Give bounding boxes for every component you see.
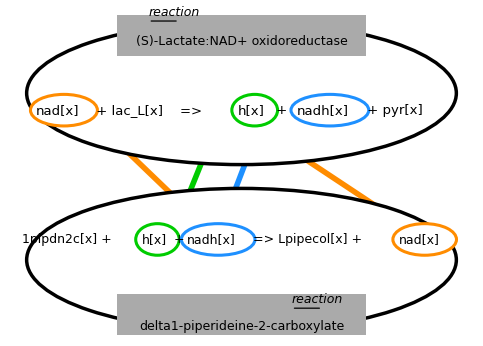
- Text: nad[x]: nad[x]: [398, 233, 440, 246]
- Text: nadh[x]: nadh[x]: [187, 233, 236, 246]
- Text: + pyr[x]: + pyr[x]: [363, 104, 423, 117]
- Text: 1pipdn2c[x] +: 1pipdn2c[x] +: [22, 233, 115, 246]
- Ellipse shape: [232, 94, 278, 126]
- Ellipse shape: [27, 189, 456, 331]
- Text: (S)-Lactate:NAD+ oxidoreductase: (S)-Lactate:NAD+ oxidoreductase: [136, 35, 347, 48]
- Ellipse shape: [291, 94, 369, 126]
- Ellipse shape: [181, 224, 255, 255]
- Text: delta1-piperideine-2-carboxylate: delta1-piperideine-2-carboxylate: [139, 320, 344, 334]
- Text: + lac_L[x]    =>: + lac_L[x] =>: [92, 104, 206, 117]
- FancyBboxPatch shape: [117, 15, 366, 56]
- Text: +: +: [272, 104, 291, 117]
- FancyBboxPatch shape: [117, 294, 366, 335]
- Text: nadh[x]: nadh[x]: [297, 104, 349, 117]
- Text: => Lpipecol[x] +: => Lpipecol[x] +: [249, 233, 366, 246]
- Text: reaction: reaction: [292, 293, 343, 307]
- Ellipse shape: [393, 224, 456, 255]
- Ellipse shape: [27, 22, 456, 165]
- Ellipse shape: [30, 94, 98, 126]
- Text: nad[x]: nad[x]: [36, 104, 80, 117]
- Text: +: +: [173, 233, 184, 246]
- Text: h[x]: h[x]: [142, 233, 167, 246]
- Text: h[x]: h[x]: [238, 104, 264, 117]
- Text: reaction: reaction: [148, 6, 199, 19]
- Ellipse shape: [136, 224, 179, 255]
